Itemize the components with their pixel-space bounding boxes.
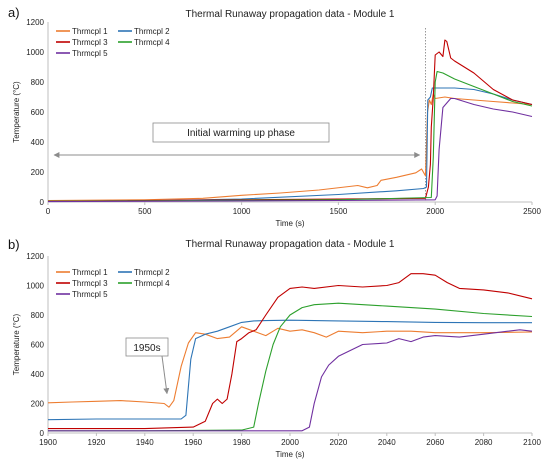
legend-label: Thrmcpl 5 <box>72 290 108 299</box>
legend-label: Thrmcpl 4 <box>134 279 170 288</box>
legend-label: Thrmcpl 3 <box>72 38 108 47</box>
legend-label: Thrmcpl 2 <box>134 268 170 277</box>
x-tick-label: 2500 <box>523 207 541 216</box>
x-tick-label: 2060 <box>426 438 444 447</box>
series-line-thrmcpl-2 <box>47 319 532 421</box>
legend-label: Thrmcpl 2 <box>134 27 170 36</box>
chart-panel-a: a) Thermal Runaway propagation data - Mod… <box>8 5 541 228</box>
series-line-thrmcpl-5 <box>48 329 533 432</box>
x-tick-label: 1900 <box>39 438 57 447</box>
panel-label: a) <box>8 5 20 20</box>
x-axis-title: Time (s) <box>275 219 304 228</box>
x-tick-label: 2020 <box>330 438 348 447</box>
y-tick-label: 800 <box>31 78 45 87</box>
legend-label: Thrmcpl 4 <box>134 38 170 47</box>
annotation-box <box>152 122 330 143</box>
legend-label: Thrmcpl 3 <box>72 279 108 288</box>
y-tick-label: 1200 <box>26 252 44 261</box>
y-axis-title: Temperature (°C) <box>12 313 21 375</box>
x-tick-label: 1940 <box>136 438 154 447</box>
y-tick-label: 200 <box>31 168 45 177</box>
legend-label: Thrmcpl 1 <box>72 268 108 277</box>
y-tick-label: 0 <box>40 429 45 438</box>
y-tick-label: 400 <box>31 138 45 147</box>
annotation-text: Initial warming up phase <box>187 128 295 139</box>
x-tick-label: 1920 <box>88 438 106 447</box>
y-axis-title: Temperature (°C) <box>12 81 21 143</box>
x-tick-label: 2040 <box>378 438 396 447</box>
x-tick-label: 1500 <box>330 207 348 216</box>
chart-panel-b: b) Thermal Runaway propagation data - Mod… <box>8 237 541 459</box>
y-tick-label: 600 <box>31 341 45 350</box>
y-tick-label: 0 <box>40 198 45 207</box>
x-tick-label: 1980 <box>233 438 251 447</box>
series-line-thrmcpl-1 <box>47 93 533 202</box>
series-line-thrmcpl-4 <box>47 70 533 202</box>
series-line-thrmcpl-3 <box>47 39 533 202</box>
annotation-text: 1950s <box>133 343 160 354</box>
series-line-thrmcpl-5 <box>47 97 533 203</box>
legend-label: Thrmcpl 5 <box>72 49 108 58</box>
x-tick-label: 0 <box>46 207 51 216</box>
x-tick-label: 2000 <box>426 207 444 216</box>
y-tick-label: 200 <box>31 400 45 409</box>
y-tick-label: 600 <box>31 108 45 117</box>
legend-label: Thrmcpl 1 <box>72 27 108 36</box>
series-line-thrmcpl-2 <box>47 87 533 202</box>
panel-label: b) <box>8 237 20 252</box>
x-tick-label: 500 <box>138 207 152 216</box>
series-line-thrmcpl-1 <box>47 326 533 408</box>
y-tick-label: 1000 <box>26 48 44 57</box>
series-line-thrmcpl-4 <box>48 302 533 432</box>
chart-title: Thermal Runaway propagation data - Modul… <box>185 9 394 20</box>
x-tick-label: 1960 <box>184 438 202 447</box>
x-axis-title: Time (s) <box>275 450 304 459</box>
y-tick-label: 800 <box>31 311 45 320</box>
x-tick-label: 2000 <box>281 438 299 447</box>
chart-title: Thermal Runaway propagation data - Modul… <box>185 239 394 250</box>
y-tick-label: 1000 <box>26 282 44 291</box>
y-tick-label: 400 <box>31 370 45 379</box>
annotation-box <box>125 337 169 357</box>
annotation-arrow <box>161 355 170 395</box>
y-tick-label: 1200 <box>26 18 44 27</box>
series-line-thrmcpl-3 <box>48 273 533 430</box>
x-tick-label: 2080 <box>475 438 493 447</box>
x-tick-label: 2100 <box>523 438 541 447</box>
x-tick-label: 1000 <box>233 207 251 216</box>
